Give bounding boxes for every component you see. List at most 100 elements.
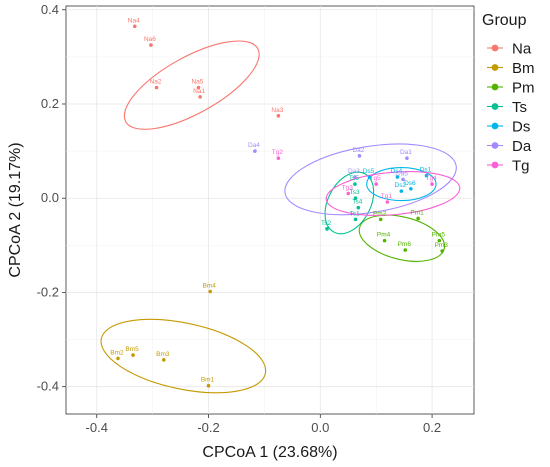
point-tg2 (276, 156, 281, 160)
point-tg4 (430, 182, 434, 186)
point-na1 (198, 95, 202, 99)
point-na6 (149, 43, 153, 47)
y-tick-label: -0.2 (37, 284, 59, 299)
point-label-tg2: Tg2 (272, 149, 284, 156)
x-tick-label: 0.2 (423, 420, 441, 435)
point-pm1 (416, 216, 420, 221)
legend-label-na: Na (512, 41, 532, 58)
point-label-ts3: Ts3 (349, 189, 360, 196)
point-da3 (353, 175, 357, 179)
point-ds5 (367, 175, 372, 179)
point-label-tg4: Tg4 (425, 175, 437, 182)
point-ts2 (325, 227, 329, 231)
point-pm4 (382, 238, 387, 243)
legend-label-bm: Bm (512, 60, 535, 77)
point-bm2 (116, 356, 120, 361)
point-label-da2: Da2 (352, 147, 364, 154)
point-label-pm4: Pm4 (377, 232, 391, 239)
point-bm1 (206, 383, 211, 388)
point-label-na5: Na5 (191, 79, 203, 86)
point-label-tg1: Tg1 (381, 193, 393, 200)
ellipse-na (123, 40, 260, 130)
point-tg1 (385, 200, 390, 204)
x-tick-label: 0.0 (311, 420, 329, 435)
point-label-da5: Da5 (396, 170, 408, 177)
legend-key-dot (491, 122, 499, 130)
y-axis-ticks: -0.4 -0.2 0.0 0.2 0.4 (37, 2, 66, 394)
point-na5 (196, 85, 201, 90)
point-label-na4: Na4 (128, 17, 140, 24)
point-pm2 (378, 217, 383, 222)
y-tick-label: 0.0 (41, 190, 59, 205)
point-label-ds2: Ds2 (395, 182, 407, 189)
point-ts3 (353, 196, 358, 201)
point-label-pm2: Pm2 (373, 210, 387, 217)
ellipse-ds (366, 167, 437, 202)
point-label-da4: Da4 (248, 142, 260, 149)
point-label-tg5: Tg5 (370, 175, 382, 182)
y-tick-label: 0.2 (41, 96, 59, 111)
point-label-ds6: Ds6 (404, 180, 416, 187)
point-da4 (253, 149, 257, 153)
point-da5 (401, 177, 405, 182)
point-label-ts4: Ts4 (352, 199, 363, 206)
ellipse-pm (358, 214, 446, 262)
point-bm4 (208, 289, 212, 294)
legend-key-dot (491, 161, 499, 169)
point-label-bm5: Bm5 (125, 346, 139, 353)
y-axis-title: CPCoA 2 (19.17%) (7, 142, 24, 277)
confidence-ellipses (100, 40, 461, 394)
legend-title: Group (482, 12, 527, 29)
x-axis-ticks: -0.4 -0.2 0.0 0.2 (86, 414, 441, 435)
point-label-pm3: Pm3 (434, 242, 448, 249)
point-na2 (154, 85, 159, 90)
grid-lines (66, 6, 474, 414)
legend-key-dot (491, 142, 499, 149)
point-label-bm4: Bm4 (203, 283, 217, 290)
point-label-ds4: Ds4 (391, 168, 403, 175)
point-ts4 (356, 205, 361, 210)
point-label-ds5: Ds5 (363, 168, 375, 175)
ellipse-bm (100, 318, 267, 394)
y-tick-label: 0.4 (41, 2, 59, 17)
legend-label-ds: Ds (512, 119, 530, 136)
point-pm5 (437, 238, 442, 243)
point-ds6 (409, 186, 413, 191)
point-ts5 (353, 182, 357, 186)
legend-label-tg: Tg (512, 158, 530, 175)
point-da1 (405, 156, 409, 160)
point-label-ts1: Ts1 (349, 210, 360, 217)
point-na4 (132, 24, 137, 29)
x-tick-label: -0.2 (197, 420, 219, 435)
point-label-ds1: Ds1 (420, 167, 432, 174)
legend: Group Na Bm Pm Ts Ds Da Tg (482, 12, 535, 175)
point-label-na1: Na1 (193, 88, 205, 95)
point-label-bm1: Bm1 (201, 377, 215, 384)
point-bm5 (131, 353, 135, 357)
point-tg5 (374, 182, 378, 186)
point-label-na3: Na3 (271, 107, 283, 114)
point-label-na2: Na2 (150, 79, 162, 86)
plot-panel (65, 5, 475, 415)
point-label-pm5: Pm5 (432, 232, 446, 239)
legend-key-dot (491, 83, 499, 91)
legend-label-pm: Pm (512, 80, 535, 97)
point-label-pm1: Pm1 (410, 209, 424, 216)
point-da2 (357, 154, 362, 158)
point-ds4 (395, 175, 400, 179)
point-label-bm2: Bm2 (110, 349, 124, 356)
point-ds1 (424, 173, 429, 178)
x-axis-title: CPCoA 1 (23.68%) (202, 444, 337, 461)
x-tick-label: -0.4 (86, 420, 108, 435)
ellipse-tg (325, 171, 461, 216)
point-ds2 (399, 189, 404, 193)
point-label-pm6: Pm6 (398, 241, 412, 248)
point-label-bm3: Bm3 (156, 351, 170, 358)
legend-key-dot (491, 44, 499, 52)
ellipse-da (284, 143, 457, 216)
legend-label-ts: Ts (512, 99, 527, 116)
legend-key-dot (491, 64, 499, 71)
point-na3 (276, 113, 281, 118)
point-label-na6: Na6 (144, 36, 156, 43)
